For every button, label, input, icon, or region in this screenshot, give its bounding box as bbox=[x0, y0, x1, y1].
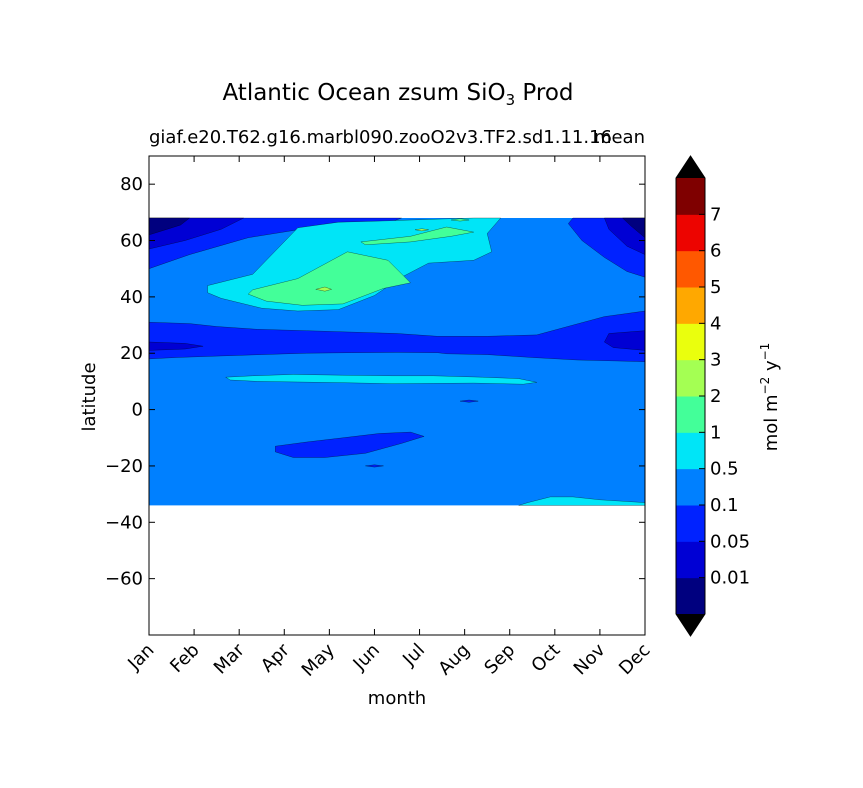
x-tick-label: Nov bbox=[570, 639, 610, 679]
contour-region-9 bbox=[275, 431, 425, 458]
colorbar-tick-label: 3 bbox=[710, 350, 721, 371]
contour-region-19 bbox=[365, 464, 384, 468]
x-tick-label: Aug bbox=[434, 640, 474, 680]
y-axis: 80 60 40 20 0 −20 −40 −60 bbox=[105, 174, 645, 590]
y-tick-label: 60 bbox=[120, 231, 143, 252]
x-tick-label: Apr bbox=[257, 639, 294, 676]
colorbar-swatch bbox=[676, 323, 705, 361]
contour-region-10 bbox=[518, 496, 645, 506]
colorbar: 0.01 0.05 0.1 0.5 1 2 3 4 5 6 7 bbox=[675, 155, 750, 637]
x-tick-label: Feb bbox=[166, 640, 203, 677]
colorbar-swatch bbox=[676, 359, 705, 397]
chart-title-subscript: 3 bbox=[506, 91, 516, 109]
y-tick-label: 0 bbox=[132, 400, 143, 421]
contour-region-8 bbox=[621, 217, 645, 239]
colorbar-tick-label: 5 bbox=[710, 277, 721, 298]
colorbar-label-exp1: −2 bbox=[758, 377, 772, 395]
y-tick-label: −60 bbox=[105, 569, 143, 590]
contour-region-17 bbox=[451, 218, 470, 222]
contour-region-5 bbox=[149, 217, 191, 236]
colorbar-swatch bbox=[676, 432, 705, 470]
colorbar-outline bbox=[675, 155, 706, 637]
contour-region-14 bbox=[360, 226, 474, 246]
chart-title-main: Atlantic Ocean zsum SiO bbox=[222, 80, 505, 106]
x-tick-label: Dec bbox=[615, 640, 654, 679]
x-tick-label: Jan bbox=[123, 640, 158, 675]
colorbar-tick-label: 6 bbox=[710, 241, 721, 262]
colorbar-swatch bbox=[676, 468, 705, 506]
plot-frame bbox=[148, 155, 646, 636]
colorbar-label-exp2: −1 bbox=[758, 343, 772, 361]
colorbar-label-main: mol m bbox=[761, 394, 782, 451]
y-tick-label: 80 bbox=[120, 174, 143, 195]
colorbar-extend-top bbox=[676, 156, 705, 178]
colorbar-swatch bbox=[676, 541, 705, 579]
contour-region-2 bbox=[604, 330, 645, 351]
colorbar-tick-label: 2 bbox=[710, 386, 721, 407]
chart-subtitle-right: mean bbox=[594, 127, 645, 148]
colorbar-swatch bbox=[676, 287, 705, 324]
colorbar-swatch bbox=[676, 214, 705, 252]
contour-region-1 bbox=[149, 341, 204, 351]
x-tick-label: Jul bbox=[398, 640, 429, 671]
contour-region-11 bbox=[224, 374, 537, 385]
colorbar-swatch bbox=[676, 396, 705, 433]
colorbar-swatch bbox=[676, 505, 705, 542]
y-tick-label: −20 bbox=[105, 456, 143, 477]
y-tick-label: 40 bbox=[120, 287, 143, 308]
colorbar-tick-label: 0.5 bbox=[710, 459, 739, 480]
colorbar-tick-label: 0.01 bbox=[710, 568, 750, 589]
colorbar-swatch bbox=[676, 250, 705, 288]
x-tick-label: May bbox=[298, 639, 339, 680]
y-tick-label: −40 bbox=[105, 512, 143, 533]
x-tick-label: Mar bbox=[210, 639, 249, 678]
colorbar-tick-label: 4 bbox=[710, 313, 721, 334]
y-tick-label: 20 bbox=[120, 343, 143, 364]
colorbar-extend-bottom bbox=[676, 614, 705, 636]
colorbar-tick-label: 1 bbox=[710, 422, 721, 443]
x-axis-label: month bbox=[368, 688, 426, 709]
contour-region-13 bbox=[247, 251, 412, 306]
chart-title: Atlantic Ocean zsum SiO3 Prod bbox=[222, 80, 573, 109]
chart-subtitle-left: giaf.e20.T62.g16.marbl090.zooO2v3.TF2.sd… bbox=[149, 127, 612, 148]
chart-title-end: Prod bbox=[515, 80, 573, 106]
colorbar-swatch bbox=[676, 577, 705, 615]
colorbar-label-mid: y bbox=[761, 360, 782, 377]
contour-field bbox=[149, 217, 645, 506]
y-axis-label: latitude bbox=[79, 362, 100, 431]
colorbar-label: mol m−2 y−1 bbox=[758, 343, 782, 452]
contour-region-0 bbox=[149, 310, 645, 362]
colorbar-tick-label: 7 bbox=[710, 204, 721, 225]
x-tick-label: Sep bbox=[480, 640, 519, 679]
colorbar-tick-label: 0.05 bbox=[710, 531, 750, 552]
x-tick-label: Jun bbox=[349, 640, 384, 675]
colorbar-swatch bbox=[676, 178, 705, 215]
contour-region-18 bbox=[460, 399, 479, 403]
x-tick-label: Oct bbox=[527, 640, 564, 677]
colorbar-tick-label: 0.1 bbox=[710, 495, 739, 516]
contour-region-16 bbox=[414, 228, 429, 232]
contour-region-15 bbox=[315, 286, 333, 292]
